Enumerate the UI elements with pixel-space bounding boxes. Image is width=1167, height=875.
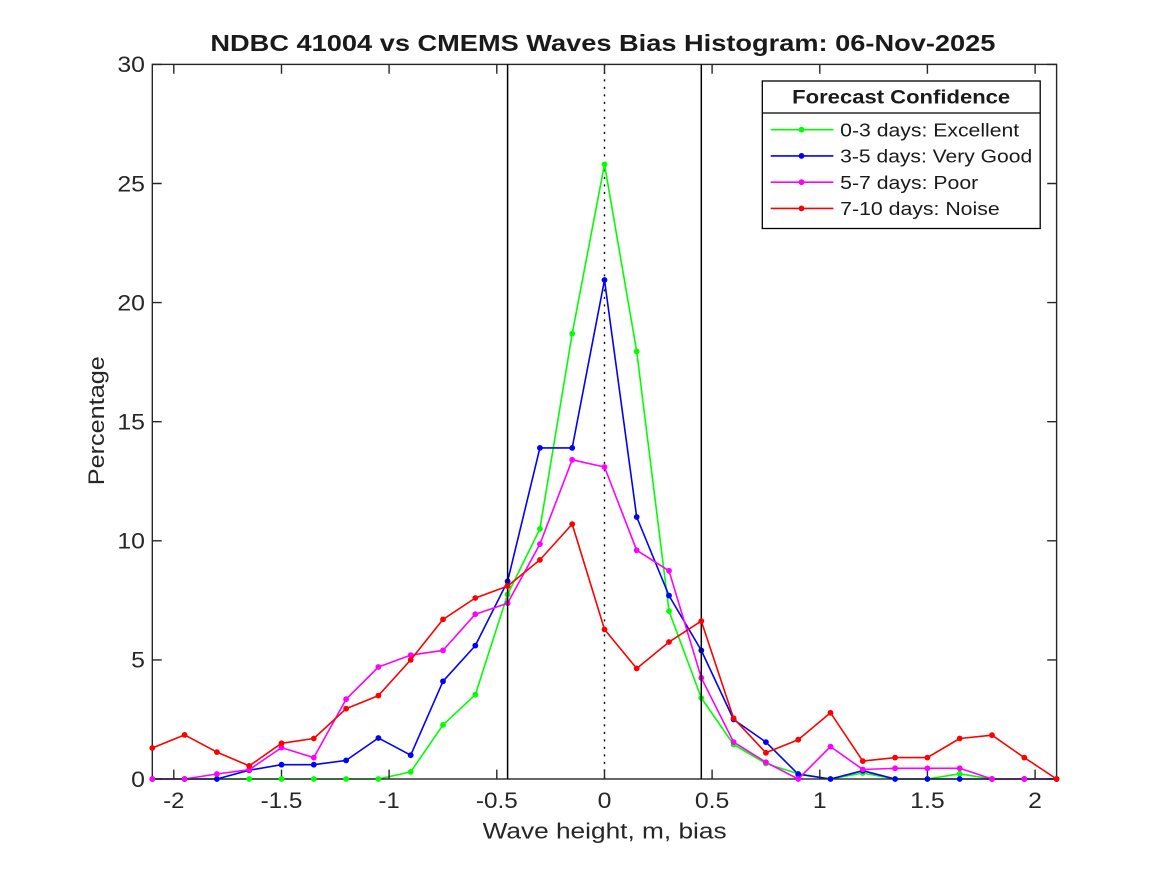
svg-text:10: 10 <box>117 529 145 554</box>
svg-text:-1: -1 <box>379 788 400 813</box>
svg-text:Percentage: Percentage <box>84 356 109 485</box>
svg-text:1.5: 1.5 <box>910 788 945 813</box>
svg-text:30: 30 <box>117 52 145 77</box>
svg-text:0-3 days: Excellent: 0-3 days: Excellent <box>840 120 1019 140</box>
svg-text:5: 5 <box>131 648 145 673</box>
svg-text:15: 15 <box>117 410 145 435</box>
svg-text:20: 20 <box>117 290 145 315</box>
svg-text:-1.5: -1.5 <box>261 788 303 813</box>
svg-text:5-7 days: Poor: 5-7 days: Poor <box>840 173 978 193</box>
svg-text:-0.5: -0.5 <box>476 788 518 813</box>
svg-text:2: 2 <box>1028 788 1042 813</box>
svg-text:0: 0 <box>598 788 612 813</box>
svg-text:Forecast Confidence: Forecast Confidence <box>792 88 1010 109</box>
svg-text:0: 0 <box>131 767 145 792</box>
svg-text:NDBC 41004 vs CMEMS Waves Bias: NDBC 41004 vs CMEMS Waves Bias Histogram… <box>210 30 995 56</box>
svg-text:1: 1 <box>813 788 827 813</box>
svg-text:Wave height, m, bias: Wave height, m, bias <box>483 818 727 843</box>
svg-text:7-10 days: Noise: 7-10 days: Noise <box>840 199 1000 219</box>
svg-text:3-5 days: Very Good: 3-5 days: Very Good <box>840 147 1032 167</box>
svg-text:25: 25 <box>117 171 145 196</box>
svg-text:0.5: 0.5 <box>695 788 730 813</box>
svg-text:-2: -2 <box>163 788 184 813</box>
